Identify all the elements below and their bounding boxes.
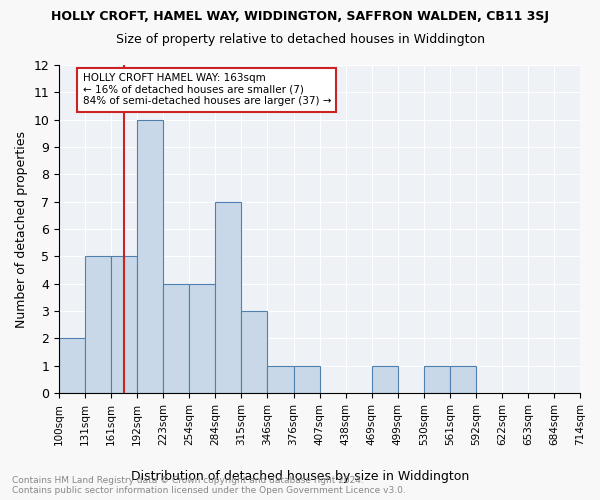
Y-axis label: Number of detached properties: Number of detached properties [15, 130, 28, 328]
Bar [215, 202, 241, 393]
Bar [450, 366, 476, 393]
Text: Size of property relative to detached houses in Widdington: Size of property relative to detached ho… [115, 32, 485, 46]
Bar [424, 366, 450, 393]
Bar [371, 366, 398, 393]
Bar [59, 338, 85, 393]
Bar [137, 120, 163, 393]
Bar [85, 256, 111, 393]
Text: HOLLY CROFT, HAMEL WAY, WIDDINGTON, SAFFRON WALDEN, CB11 3SJ: HOLLY CROFT, HAMEL WAY, WIDDINGTON, SAFF… [51, 10, 549, 23]
Text: HOLLY CROFT HAMEL WAY: 163sqm
← 16% of detached houses are smaller (7)
84% of se: HOLLY CROFT HAMEL WAY: 163sqm ← 16% of d… [83, 73, 331, 106]
Bar [241, 311, 268, 393]
Bar [163, 284, 190, 393]
Text: Contains HM Land Registry data © Crown copyright and database right 2024.
Contai: Contains HM Land Registry data © Crown c… [12, 476, 406, 495]
Bar [190, 284, 215, 393]
Text: Distribution of detached houses by size in Widdington: Distribution of detached houses by size … [131, 470, 469, 483]
Bar [268, 366, 293, 393]
Bar [111, 256, 137, 393]
Bar [293, 366, 320, 393]
